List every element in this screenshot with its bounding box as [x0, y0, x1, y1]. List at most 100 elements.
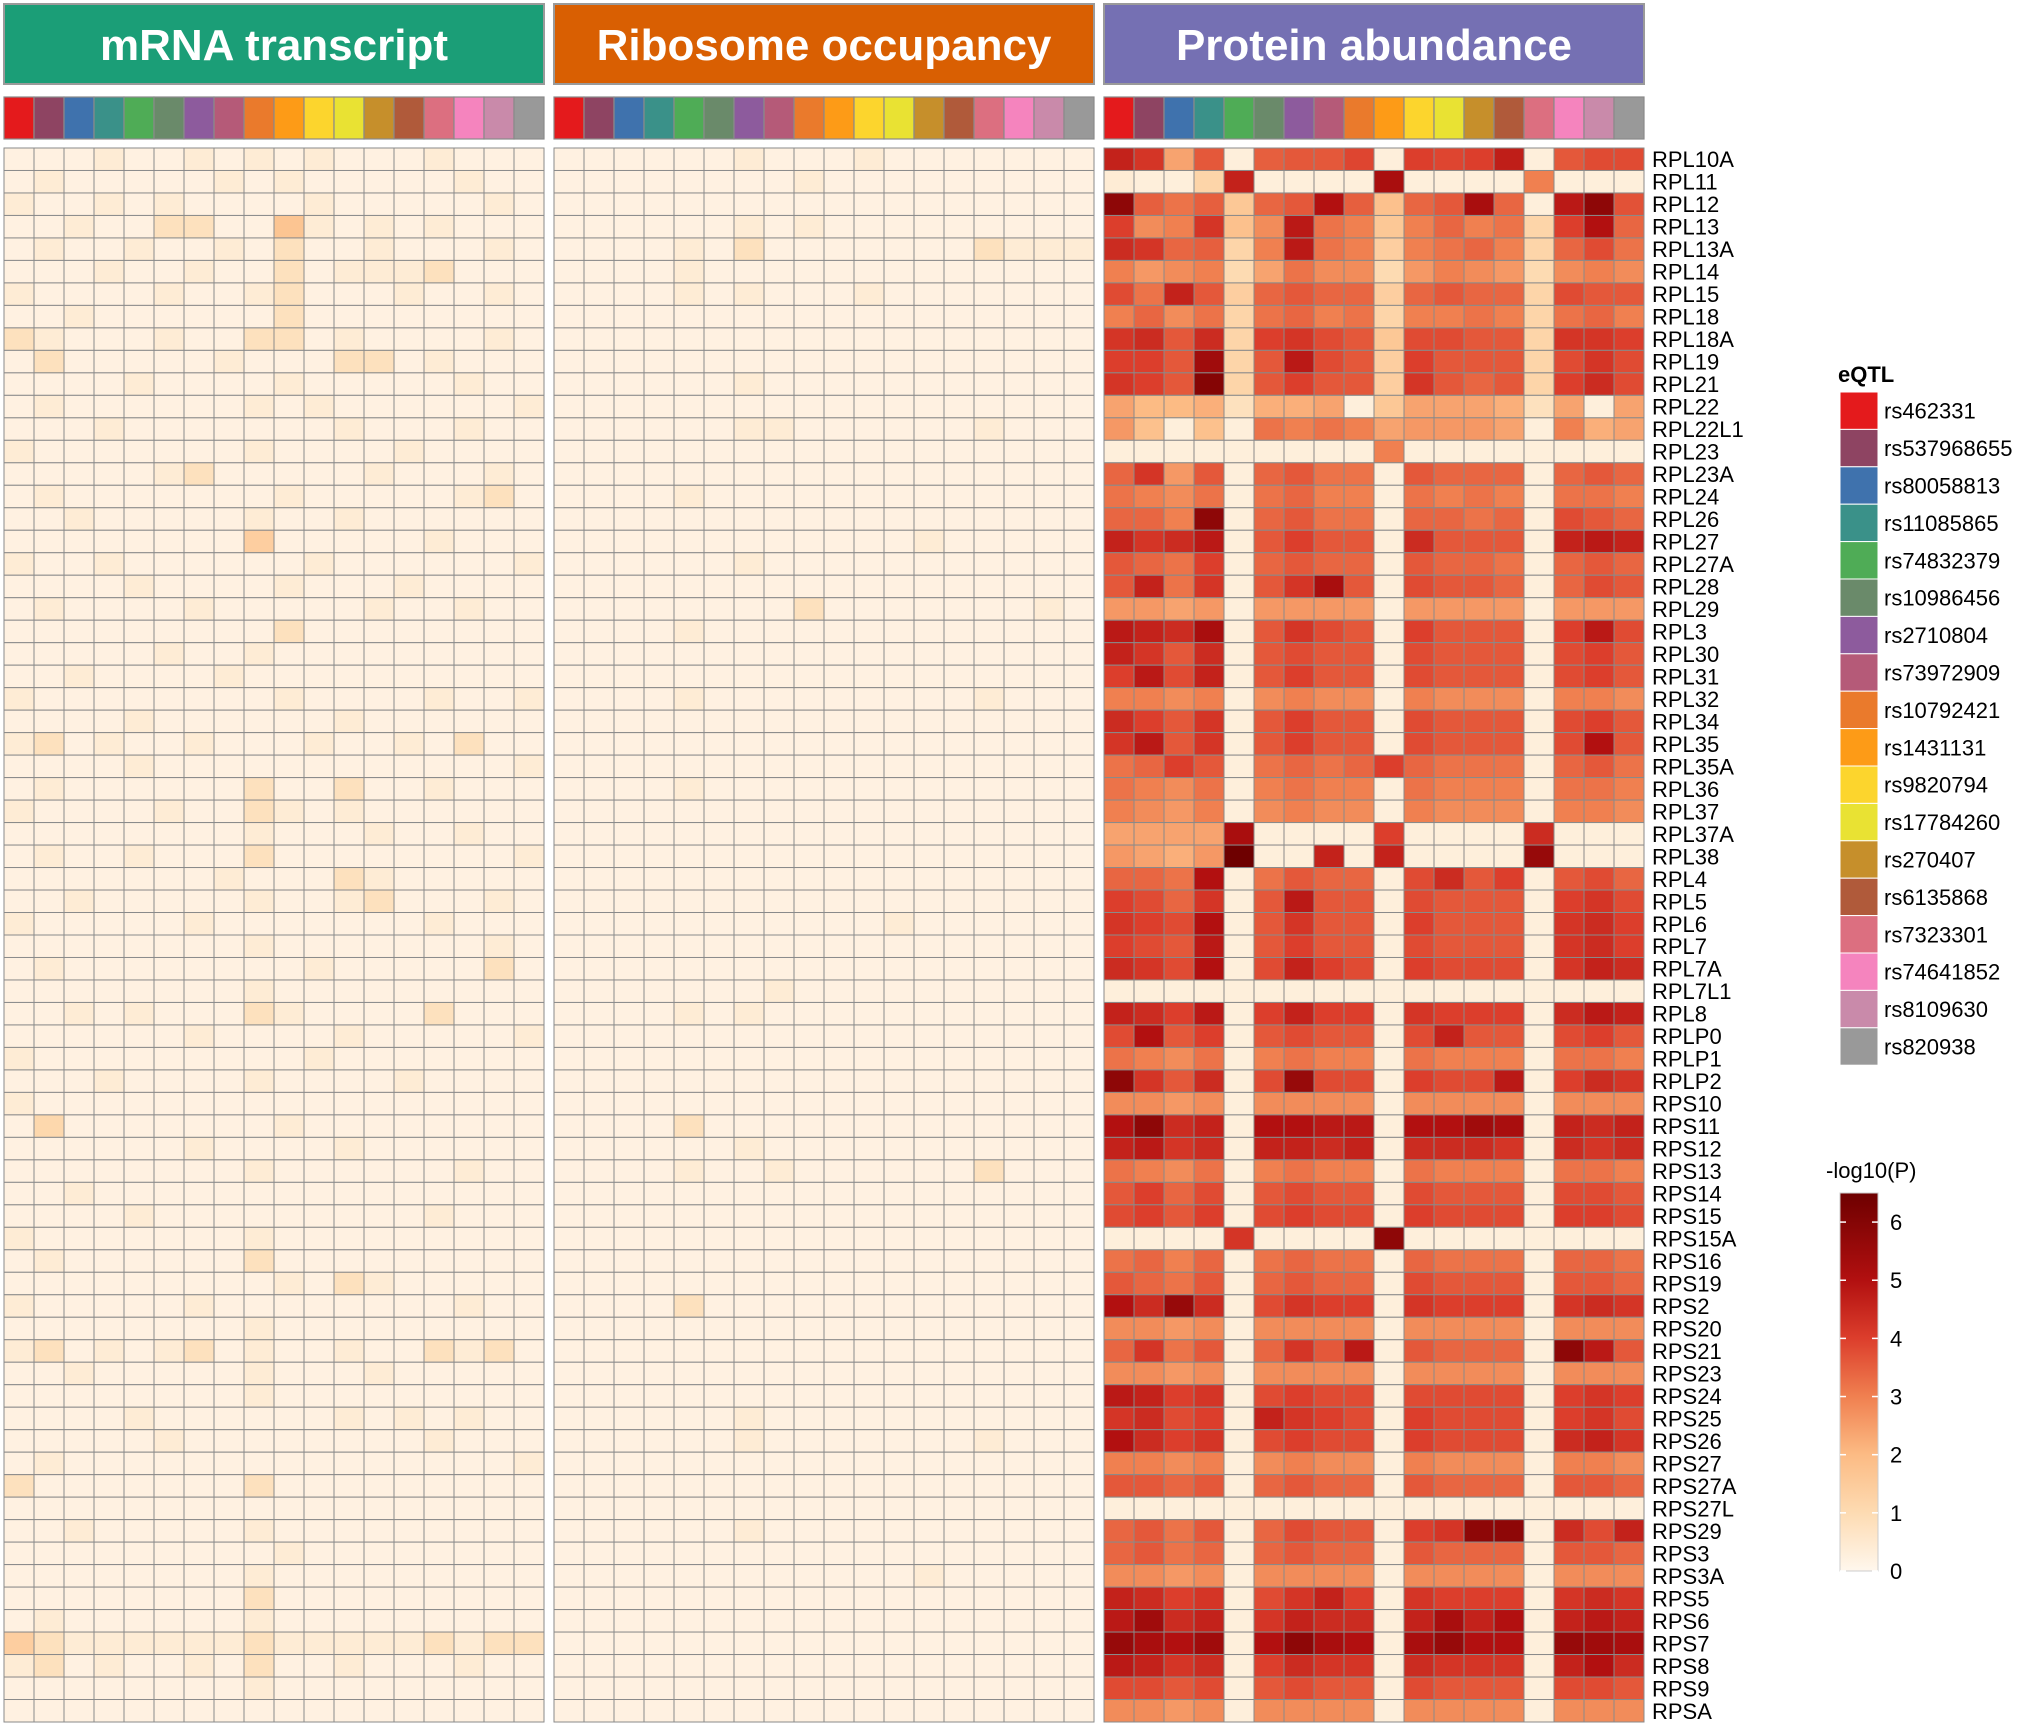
heatmap-cell	[243, 912, 275, 936]
heatmap-cell	[1583, 1699, 1615, 1723]
heatmap-cell	[1343, 597, 1375, 621]
heatmap-cell	[153, 1609, 185, 1633]
heatmap-cell	[883, 1114, 915, 1138]
heatmap-cell	[513, 912, 545, 936]
heatmap-cell	[423, 1429, 455, 1453]
heatmap-cell	[33, 1631, 65, 1656]
snp-strip-cell	[3, 96, 35, 140]
heatmap-cell	[123, 1114, 155, 1138]
heatmap-cell	[1033, 1384, 1065, 1408]
heatmap-cell	[973, 147, 1005, 171]
snp-strip-cell	[1033, 96, 1065, 140]
heatmap-cell	[1493, 1204, 1525, 1228]
heatmap-cell	[1343, 1429, 1375, 1453]
heatmap-cell	[823, 597, 855, 621]
heatmap-cell	[483, 1181, 515, 1206]
heatmap-cell	[1163, 349, 1195, 374]
heatmap-cell	[1033, 237, 1065, 261]
heatmap-cell	[1133, 1249, 1165, 1273]
heatmap-cell	[183, 1609, 215, 1633]
heatmap-cell	[363, 1046, 395, 1071]
heatmap-cell	[1403, 642, 1435, 666]
legend-swatch	[1839, 765, 1879, 804]
heatmap-cell	[153, 147, 185, 171]
heatmap-cell	[1433, 1564, 1465, 1588]
heatmap-cell	[703, 1699, 735, 1723]
gene-label: RPS15	[1652, 1204, 1722, 1229]
heatmap-cell	[33, 1474, 65, 1498]
heatmap-cell	[1103, 1114, 1135, 1138]
heatmap-cell	[853, 439, 885, 464]
heatmap-cell	[673, 822, 705, 846]
heatmap-cell	[853, 574, 885, 599]
heatmap-cell	[1283, 259, 1315, 284]
heatmap-cell	[1283, 282, 1315, 306]
heatmap-cell	[303, 1204, 335, 1228]
heatmap-cell	[303, 462, 335, 486]
heatmap-cell	[1553, 1451, 1585, 1476]
heatmap-cell	[1283, 1586, 1315, 1611]
heatmap-cell	[643, 1136, 675, 1161]
heatmap-cell	[33, 327, 65, 351]
heatmap-cell	[1523, 754, 1555, 779]
heatmap-cell	[483, 1699, 515, 1723]
heatmap-cell	[513, 372, 545, 396]
heatmap-cell	[1463, 1339, 1495, 1363]
heatmap-cell	[423, 687, 455, 711]
heatmap-cell	[763, 1564, 795, 1588]
heatmap-cell	[423, 417, 455, 441]
heatmap-cell	[1033, 1091, 1065, 1116]
heatmap-cell	[123, 237, 155, 261]
heatmap-cell	[123, 1384, 155, 1408]
heatmap-cell	[363, 1316, 395, 1341]
heatmap-cell	[733, 484, 765, 509]
heatmap-cell	[393, 732, 425, 756]
heatmap-cell	[673, 1204, 705, 1228]
heatmap-cell	[1163, 799, 1195, 824]
heatmap-cell	[1313, 304, 1345, 329]
heatmap-cell	[213, 1474, 245, 1498]
heatmap-cell	[33, 552, 65, 576]
heatmap-cell	[1433, 1474, 1465, 1498]
heatmap-cell	[643, 912, 675, 936]
heatmap-cell	[1613, 889, 1645, 914]
heatmap-cell	[733, 1159, 765, 1183]
heatmap-cell	[943, 282, 975, 306]
heatmap-cell	[913, 169, 945, 194]
heatmap-cell	[1163, 1564, 1195, 1588]
heatmap-cell	[1283, 439, 1315, 464]
heatmap-cell	[1523, 597, 1555, 621]
heatmap-cell	[883, 282, 915, 306]
heatmap-cell	[823, 417, 855, 441]
heatmap-cell	[733, 1609, 765, 1633]
colorbar-gradient	[1839, 1192, 1879, 1572]
heatmap-cell	[363, 1609, 395, 1633]
heatmap-cell	[853, 1046, 885, 1071]
heatmap-cell	[363, 1541, 395, 1566]
heatmap-cell	[1313, 574, 1345, 599]
heatmap-cell	[33, 709, 65, 734]
heatmap-cell	[643, 934, 675, 958]
heatmap-cell	[1433, 822, 1465, 846]
heatmap-cell	[153, 1114, 185, 1138]
heatmap-cell	[943, 777, 975, 801]
heatmap-cell	[1433, 484, 1465, 509]
heatmap-cell	[3, 1631, 35, 1656]
heatmap-cell	[913, 349, 945, 374]
heatmap-cell	[333, 1181, 365, 1206]
heatmap-cell	[853, 1631, 885, 1656]
heatmap-cell	[643, 867, 675, 891]
heatmap-cell	[273, 754, 305, 779]
heatmap-cell	[913, 732, 945, 756]
heatmap-cell	[1433, 844, 1465, 869]
heatmap-cell	[513, 642, 545, 666]
heatmap-cell	[613, 304, 645, 329]
heatmap-cell	[823, 304, 855, 329]
heatmap-cell	[1103, 956, 1135, 981]
heatmap-cell	[1403, 1226, 1435, 1251]
heatmap-cell	[1103, 934, 1135, 958]
heatmap-cell	[153, 844, 185, 869]
heatmap-cell	[123, 372, 155, 396]
heatmap-cell	[1493, 1316, 1525, 1341]
heatmap-cell	[1133, 327, 1165, 351]
